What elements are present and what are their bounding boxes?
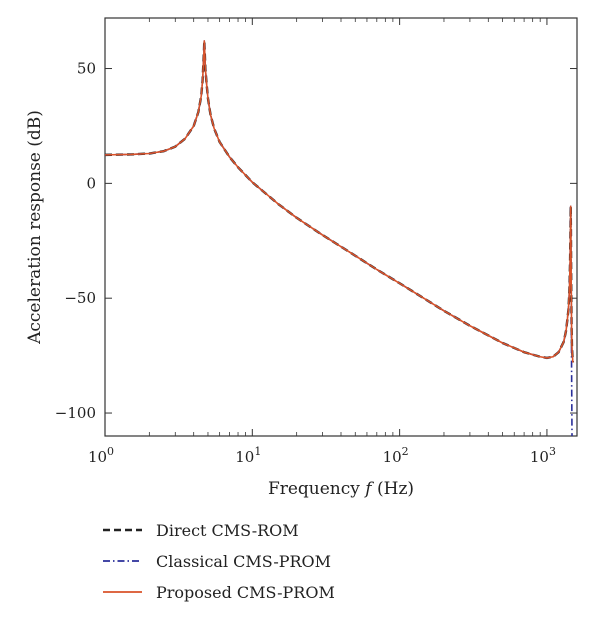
y-axis-ticks: 50 0 −50 −100 <box>55 60 577 422</box>
legend-label: Classical CMS-PROM <box>156 552 331 571</box>
series-line-2 <box>105 40 573 436</box>
x-tick-label: 100 <box>88 445 114 466</box>
legend-label: Proposed CMS-PROM <box>156 583 335 602</box>
x-axis-label: Frequency f (Hz) <box>268 479 414 499</box>
x-axis-ticks: 100 101 102 103 <box>88 18 556 466</box>
legend: Direct CMS-ROM Classical CMS-PROM Proposed… <box>103 521 335 602</box>
y-tick-label: −100 <box>55 404 96 422</box>
plot-frame <box>104 17 578 437</box>
x-tick-label: 102 <box>383 445 409 466</box>
x-tick-label: 103 <box>530 445 556 466</box>
y-tick-label: −50 <box>64 289 96 307</box>
x-tick-label: 101 <box>235 445 261 466</box>
y-tick-label: 0 <box>86 174 96 192</box>
series-line-1 <box>105 39 575 363</box>
y-axis-label: Acceleration response (dB) <box>25 110 45 345</box>
series-lines <box>105 39 575 436</box>
legend-label: Direct CMS-ROM <box>156 521 299 540</box>
y-tick-label: 50 <box>77 60 96 78</box>
series-line-3 <box>105 40 574 363</box>
